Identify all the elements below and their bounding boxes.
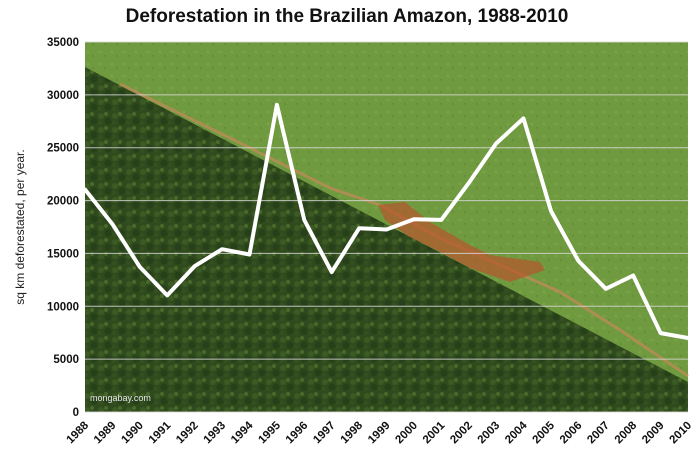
y-tick-label: 5000 [53,354,79,366]
x-tick-label: 1992 [174,420,201,447]
x-tick-label: 2005 [530,419,557,446]
x-tick-label: 1996 [284,420,311,447]
x-tick-label: 1989 [92,420,119,447]
x-tick-label: 2002 [448,420,475,447]
x-tick-label: 2006 [558,420,585,447]
y-tick-label: 0 [73,407,79,419]
x-tick-label: 1997 [311,420,338,447]
watermark: mongabay.com [90,393,151,403]
x-tick-label: 1988 [65,419,92,446]
photo-cleared-soil [378,202,545,282]
chart-title: Deforestation in the Brazilian Amazon, 1… [125,6,569,27]
y-tick-label: 15000 [47,248,79,260]
y-tick-labels: 0 5000 10000 15000 20000 25000 30000 35000 [47,37,79,419]
x-tick-label: 1990 [119,420,146,447]
y-tick-label: 20000 [47,196,79,208]
y-tick-label: 35000 [47,37,79,49]
x-tick-label: 2000 [393,420,420,447]
x-tick-label: 1991 [147,419,174,446]
x-tick-label: 1998 [339,419,366,446]
x-tick-label: 2008 [613,419,640,446]
x-tick-label: 1994 [229,419,256,446]
x-tick-label: 1995 [256,419,283,446]
photo-forest [85,67,688,412]
y-tick-label: 25000 [47,143,79,155]
x-tick-label: 2009 [640,420,667,447]
x-tick-label: 2001 [421,419,448,446]
series-line [83,102,690,340]
x-tick-label: 2010 [668,420,694,447]
y-tick-label: 30000 [47,90,79,102]
x-tick-label: 1999 [366,420,393,447]
x-tick-label: 2004 [503,419,530,446]
x-tick-labels: 1988 1989 1990 1991 1992 1993 1994 1995 1996 1997… [65,419,694,446]
x-tick-label: 2003 [476,420,503,447]
y-tick-label: 10000 [47,301,79,313]
grid-lines [85,41,688,413]
x-tick-label: 1993 [202,420,229,447]
x-tick-label: 2007 [585,420,612,447]
y-axis-label: sq km deforestated, per year. [13,149,27,304]
